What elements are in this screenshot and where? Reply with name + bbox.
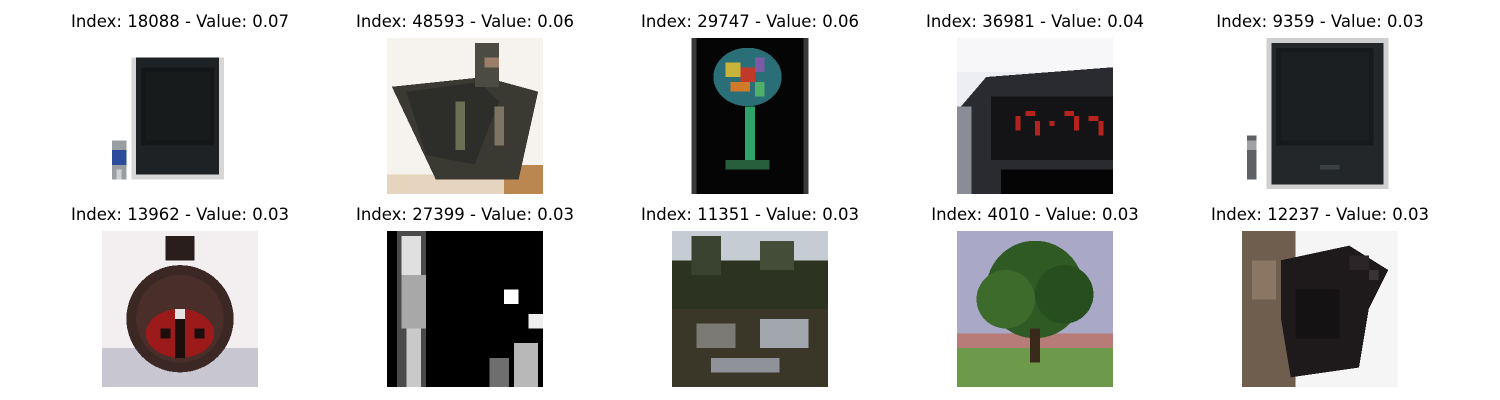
crt-television-image <box>1242 38 1398 194</box>
tile-title: Index: 18088 - Value: 0.07 <box>70 12 289 31</box>
tile-5: Index: 9359 - Value: 0.03 <box>1170 12 1470 202</box>
tile-9: Index: 4010 - Value: 0.03 <box>885 205 1185 395</box>
bear-cub-image <box>1242 231 1398 387</box>
forest-lake-image <box>672 231 828 387</box>
black-white-figures-image <box>387 231 543 387</box>
tile-title: Index: 29747 - Value: 0.06 <box>640 12 859 31</box>
tile-title: Index: 11351 - Value: 0.03 <box>640 205 859 224</box>
tile-1: Index: 18088 - Value: 0.07 <box>30 12 330 202</box>
dark-box-object-image <box>387 38 543 194</box>
tile-7: Index: 27399 - Value: 0.03 <box>315 205 615 395</box>
tile-title: Index: 36981 - Value: 0.04 <box>925 12 1144 31</box>
tile-title: Index: 9359 - Value: 0.03 <box>1216 12 1424 31</box>
tree-on-lawn-image <box>957 231 1113 387</box>
tile-title: Index: 12237 - Value: 0.03 <box>1210 205 1429 224</box>
crt-television-image <box>102 38 258 194</box>
tile-8: Index: 11351 - Value: 0.03 <box>600 205 900 395</box>
tile-title: Index: 27399 - Value: 0.03 <box>355 205 574 224</box>
tile-title: Index: 13962 - Value: 0.03 <box>70 205 289 224</box>
tile-4: Index: 36981 - Value: 0.04 <box>885 12 1185 202</box>
tile-2: Index: 48593 - Value: 0.06 <box>315 12 615 202</box>
alarm-clock-image <box>957 38 1113 194</box>
tile-3: Index: 29747 - Value: 0.06 <box>600 12 900 202</box>
ladybug-jar-image <box>102 231 258 387</box>
wine-glass-image <box>672 38 828 194</box>
tile-6: Index: 13962 - Value: 0.03 <box>30 205 330 395</box>
tile-title: Index: 4010 - Value: 0.03 <box>931 205 1139 224</box>
tile-10: Index: 12237 - Value: 0.03 <box>1170 205 1470 395</box>
tile-title: Index: 48593 - Value: 0.06 <box>355 12 574 31</box>
